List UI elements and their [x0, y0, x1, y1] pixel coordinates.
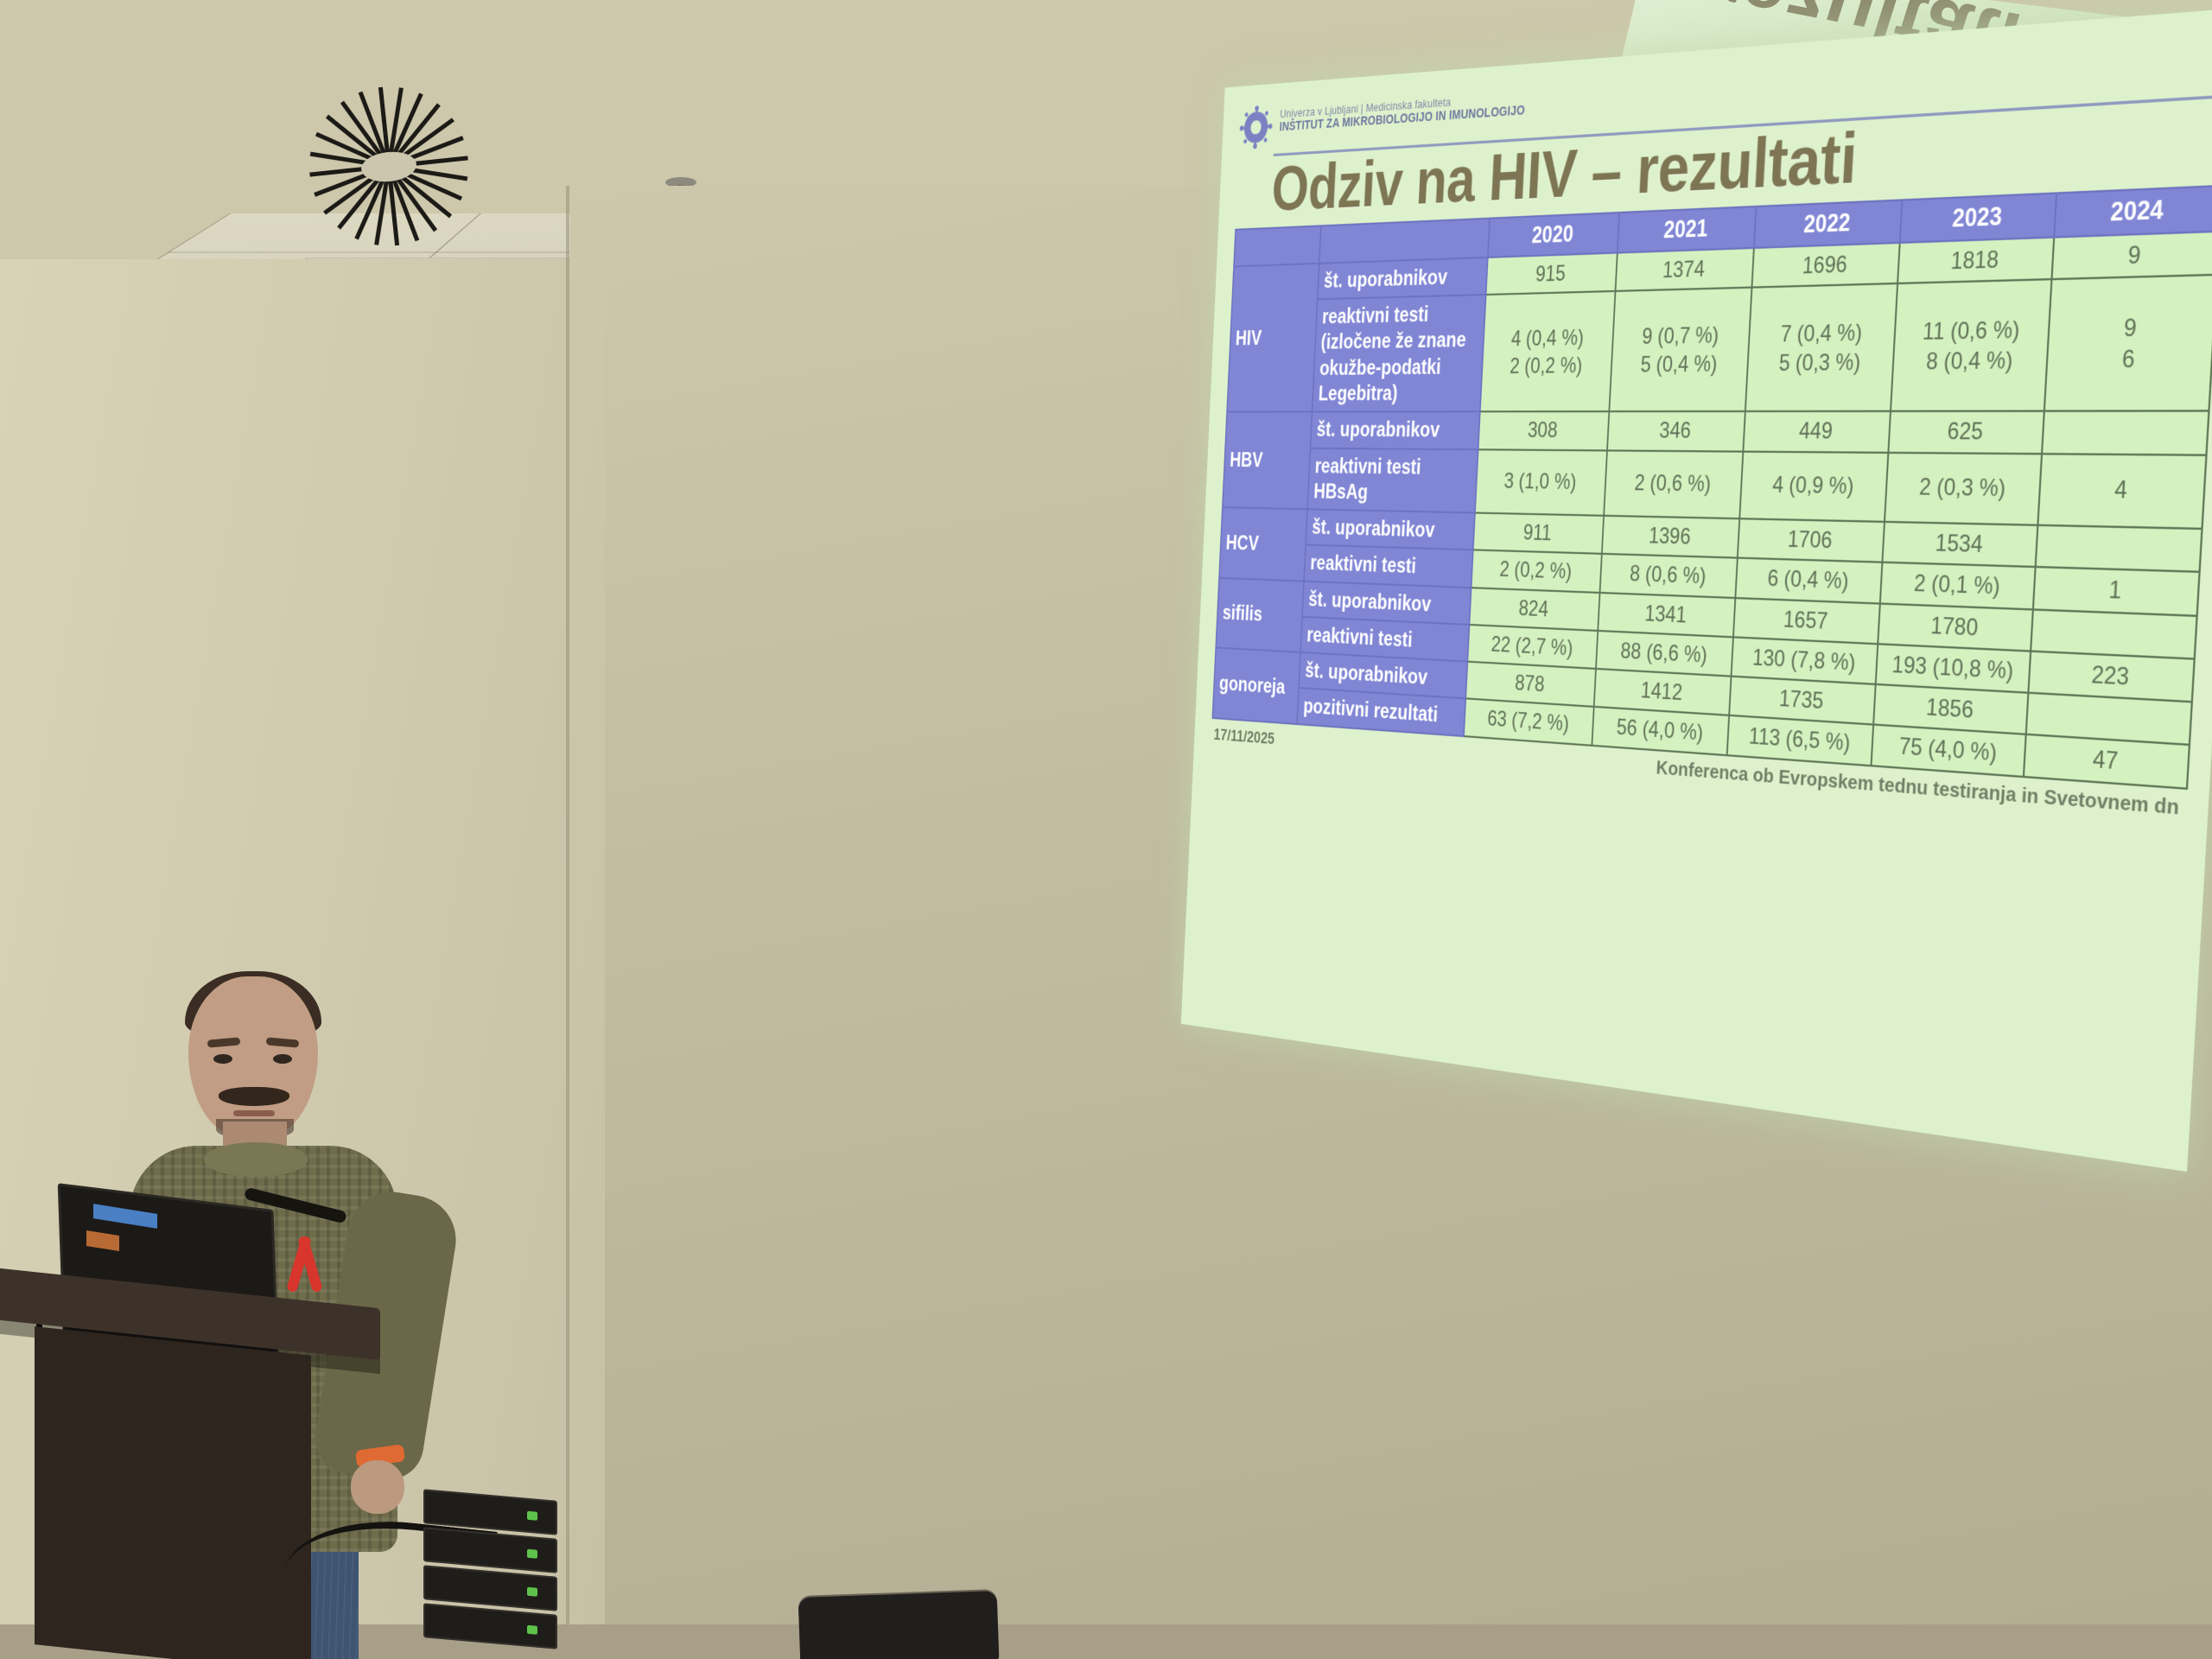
cell: 6 (0,4 %): [1735, 557, 1883, 604]
cell: 1696: [1751, 242, 1900, 288]
cell: 911: [1472, 512, 1604, 555]
slide-date: 17/11/2025: [1213, 725, 1275, 748]
row-group-hiv: HIV: [1227, 263, 1319, 412]
podium-body: [35, 1326, 311, 1659]
cell: 47: [2024, 734, 2190, 789]
slide: Univerza v Ljubljani | Medicinska fakult…: [1180, 6, 2212, 1173]
cell: 625: [1888, 411, 2045, 454]
cell: 346: [1606, 411, 1745, 452]
cell: 9 6: [2044, 275, 2212, 412]
table-corner-cell: [1319, 219, 1491, 264]
cell: 824: [1469, 587, 1600, 631]
presenter-head: [188, 976, 318, 1136]
cell: 56 (4,0 %): [1592, 707, 1730, 755]
cell: 113 (6,5 %): [1726, 715, 1873, 766]
row-metric: št. uporabnikov: [1306, 509, 1475, 550]
cell: 2 (0,3 %): [1884, 452, 2043, 525]
cell: 1780: [1878, 603, 2034, 652]
cell: 4 (0,9 %): [1739, 451, 1889, 522]
column-header-2021: 2021: [1617, 207, 1757, 253]
presenter-eye: [273, 1054, 292, 1064]
cell: 11 (0,6 %) 8 (0,4 %): [1890, 279, 2052, 412]
presenter-eye: [213, 1054, 232, 1064]
row-group-hcv: HCV: [1218, 507, 1308, 582]
cell: 4 (0,4 %) 2 (0,2 %): [1479, 291, 1616, 412]
column-header-2024: 2024: [2054, 186, 2212, 238]
wall-corner-edge: [566, 186, 569, 1659]
cell: 9: [2051, 231, 2212, 280]
row-metric: reaktivni testi (izločene že znane okužb…: [1312, 295, 1486, 412]
cell: 2 (0,1 %): [1879, 563, 2037, 609]
cell: 1374: [1615, 247, 1755, 292]
row-metric: št. uporabnikov: [1310, 411, 1480, 449]
projection-screen: Univerza v Ljubljani | Medicinska fakult…: [1097, 6, 2212, 1382]
presenter-mouth: [233, 1110, 275, 1116]
table-corner-cell: [1233, 226, 1321, 267]
row-group-hbv: HBV: [1222, 411, 1313, 510]
row-metric: reaktivni testi HBsAg: [1307, 448, 1478, 513]
row-metric: št. uporabnikov: [1317, 257, 1488, 300]
cell: 3 (1,0 %): [1474, 448, 1607, 516]
presenter-collar: [204, 1142, 308, 1177]
virus-logo-icon: [1239, 105, 1273, 149]
cell: 1657: [1733, 597, 1880, 645]
air-vent-icon: [302, 86, 475, 246]
column-header-2023: 2023: [1899, 194, 2057, 243]
row-group-sifilis: sifilis: [1216, 577, 1305, 653]
cell: 915: [1485, 252, 1618, 296]
cell: 4: [2037, 453, 2207, 530]
cell: 8 (0,6 %): [1599, 554, 1738, 598]
column-header-2022: 2022: [1754, 200, 1903, 248]
cell: 1818: [1897, 237, 2055, 284]
floor: [0, 1624, 2212, 1659]
row-group-gonoreja: gonoreja: [1212, 647, 1301, 724]
equipment-stack: [423, 1489, 562, 1659]
cell: 9 (0,7 %) 5 (0,4 %): [1608, 287, 1752, 412]
cell: 449: [1743, 411, 1891, 453]
results-table: 2020 2021 2022 2023 2024 HIV št. uporabn…: [1212, 185, 2212, 789]
equipment-box: [423, 1603, 557, 1649]
cell: [2036, 524, 2202, 573]
cell: 1396: [1601, 515, 1740, 558]
cell: 2 (0,6 %): [1603, 449, 1744, 519]
cell: 63 (7,2 %): [1464, 698, 1594, 746]
chair-backrest: [798, 1591, 1000, 1659]
cell: 308: [1478, 411, 1609, 450]
cell: 1341: [1597, 592, 1736, 638]
cell: 75 (4,0 %): [1871, 724, 2027, 777]
cell: 1706: [1737, 518, 1885, 563]
cell: 7 (0,4 %) 5 (0,3 %): [1745, 283, 1897, 412]
presenter-hand: [351, 1460, 404, 1514]
cell: 1534: [1882, 521, 2038, 568]
presenter-moustache: [219, 1087, 289, 1106]
cell: [2042, 410, 2209, 455]
cell: 2 (0,2 %): [1471, 550, 1602, 593]
cell: 1: [2033, 567, 2200, 616]
cell: [2031, 608, 2197, 659]
column-header-2020: 2020: [1487, 213, 1619, 257]
